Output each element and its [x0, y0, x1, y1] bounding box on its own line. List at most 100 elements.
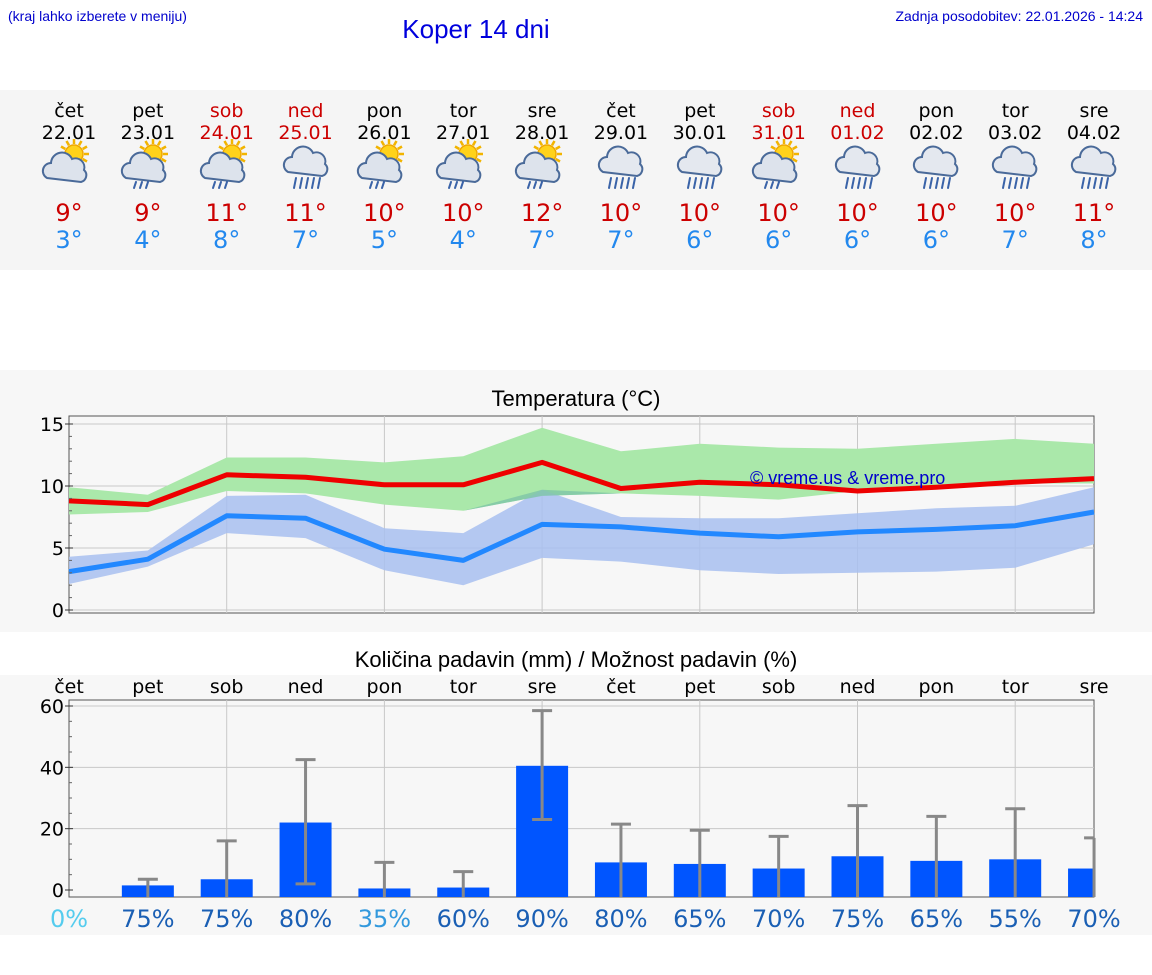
- raindrop: [1020, 177, 1025, 189]
- sun-cloud-rain-icon: [197, 136, 257, 192]
- raindrop: [631, 177, 636, 189]
- min-temperature: 8°: [213, 226, 241, 254]
- raindrop: [381, 181, 386, 189]
- sun-ray: [239, 157, 246, 163]
- sun-ray: [533, 145, 540, 151]
- x-category-label: pet: [132, 676, 163, 698]
- sun-cloud-rain-icon: [354, 136, 414, 192]
- raindrop: [1093, 177, 1098, 189]
- sun-ray: [156, 140, 162, 146]
- sun-ray: [791, 157, 798, 163]
- temperature-chart-title: Temperatura (°C): [491, 386, 661, 411]
- max-temperature: 10°: [441, 199, 485, 227]
- sun-ray: [555, 145, 561, 151]
- day-name: sob: [209, 100, 244, 122]
- day-date: 28.01: [514, 122, 570, 144]
- raindrop: [619, 177, 624, 189]
- day-date: 26.01: [357, 122, 412, 144]
- precipitation-probability: 90%: [515, 905, 569, 933]
- cloud-icon: [282, 145, 328, 178]
- raindrop: [929, 177, 934, 189]
- raindrop: [862, 177, 867, 189]
- sun-ray: [770, 145, 776, 151]
- cloud-shape: [992, 145, 1038, 178]
- day-date: 01.02: [830, 122, 885, 144]
- cloud-icon: [1070, 145, 1117, 178]
- cloud-shape: [751, 151, 797, 184]
- day-name: čet: [606, 100, 636, 122]
- sun-ray: [555, 157, 561, 163]
- cloud-icon: [834, 145, 880, 178]
- max-temperature: 10°: [363, 199, 406, 227]
- min-temperature: 8°: [1080, 226, 1108, 254]
- precipitation-error-bar: [1005, 807, 1026, 897]
- raindrop: [868, 177, 873, 189]
- raindrop: [211, 181, 216, 189]
- max-temperature-band: [69, 427, 1094, 515]
- raindrop: [527, 181, 532, 189]
- cloud-shape: [913, 145, 959, 178]
- sun-ray: [235, 140, 241, 146]
- raindrop: [686, 177, 691, 189]
- raindrop: [304, 177, 309, 189]
- raindrop: [1014, 177, 1019, 189]
- sun-cloud-rain-icon: [118, 136, 178, 192]
- raindrop: [1087, 177, 1092, 189]
- sun-ray: [459, 140, 465, 146]
- raindrop: [223, 181, 228, 189]
- sun-ray: [144, 140, 149, 146]
- sun-ray: [551, 140, 556, 146]
- day-name: čet: [54, 100, 84, 122]
- x-category-label: čet: [54, 676, 84, 698]
- raindrop: [369, 181, 374, 189]
- x-category-label: čet: [606, 676, 636, 698]
- sun-ray: [77, 140, 83, 146]
- day-date: 22.01: [41, 122, 97, 144]
- cloud-icon: [913, 145, 959, 178]
- cloud-rain-icon: [276, 136, 336, 192]
- raindrop: [460, 181, 465, 189]
- raindrop: [1026, 177, 1031, 189]
- raindrop: [704, 177, 709, 189]
- min-temperature: 3°: [55, 226, 83, 254]
- cloud-rain-icon: [591, 136, 651, 192]
- raindrop: [856, 177, 861, 189]
- cloud-shape: [514, 151, 561, 184]
- max-temperature: 10°: [836, 199, 879, 227]
- y-tick-label: 15: [40, 414, 64, 436]
- min-temperature: 7°: [1001, 226, 1029, 254]
- sun-ray: [454, 145, 461, 151]
- max-temperature: 9°: [55, 199, 83, 227]
- x-category-label: sob: [762, 676, 796, 698]
- day-date: 04.02: [1066, 122, 1122, 144]
- raindrop: [923, 177, 928, 189]
- cloud-icon: [357, 151, 403, 184]
- day-name: sre: [527, 100, 557, 122]
- raindrop: [625, 177, 630, 189]
- day-name: ned: [839, 100, 876, 122]
- max-temperature: 12°: [520, 199, 564, 227]
- x-category-label: tor: [1002, 676, 1029, 698]
- sun-cloud-icon: [39, 136, 99, 192]
- max-temperature: 11°: [284, 199, 327, 227]
- max-temperature: 10°: [757, 199, 800, 227]
- y-tick-label: 60: [40, 696, 64, 718]
- sun-ray: [380, 140, 386, 146]
- cloud-icon: [199, 151, 245, 184]
- precipitation-probability: 75%: [830, 905, 885, 933]
- precipitation-probability: 75%: [200, 905, 254, 933]
- raindrop: [539, 181, 544, 189]
- day-date: 31.01: [751, 122, 806, 144]
- cloud-shape: [199, 151, 245, 184]
- precipitation-probability: 80%: [594, 905, 648, 933]
- precipitation-error-bar: [453, 870, 474, 897]
- sun-ray: [476, 145, 482, 151]
- last-updated: Zadnja posodobitev: 22.01.2026 - 14:24: [895, 8, 1143, 24]
- cloud-rain-icon: [985, 136, 1045, 192]
- x-category-label: sre: [528, 676, 557, 698]
- day-date: 24.01: [199, 122, 254, 144]
- raindrop: [316, 177, 321, 189]
- cloud-rain-icon: [828, 136, 888, 192]
- min-temperature-line: [68, 509, 1095, 575]
- x-category-label: sre: [1080, 676, 1109, 698]
